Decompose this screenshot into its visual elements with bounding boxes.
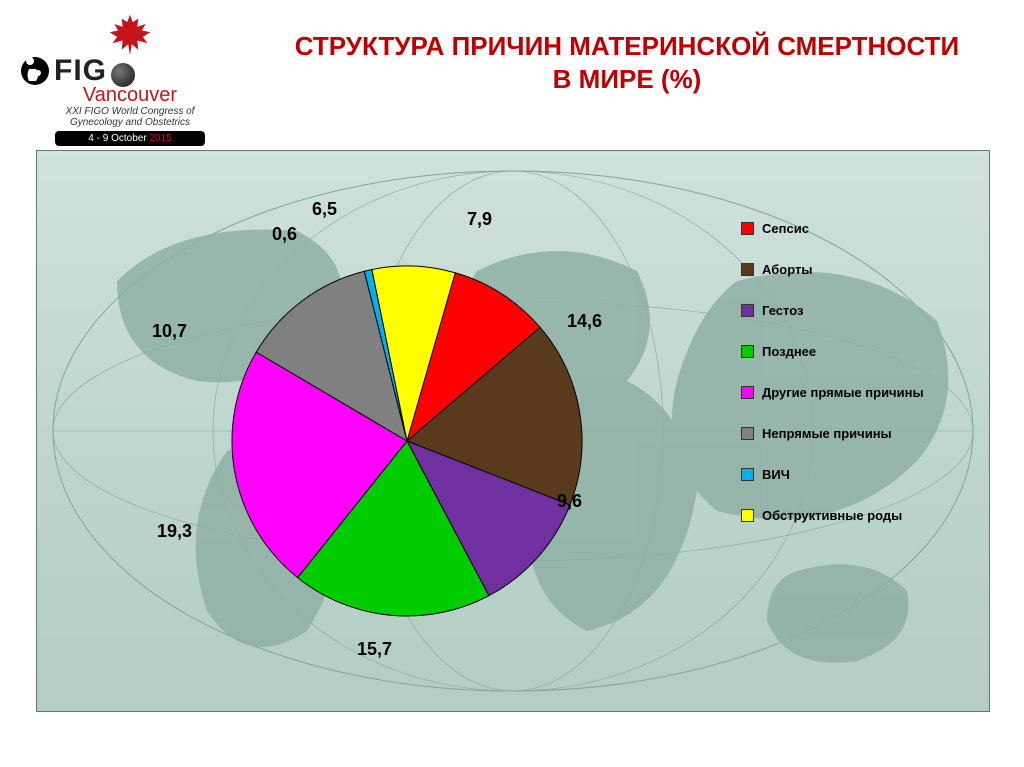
figo-word: FIG: [54, 54, 107, 88]
legend-swatch-gestosis: [741, 304, 754, 317]
legend-swatch-obstructive: [741, 509, 754, 522]
title-line1: СТРУКТУРА ПРИЧИН МАТЕРИНСКОЙ СМЕРТНОСТИ: [295, 31, 959, 61]
legend: Сепсис Аборты Гестоз Позднее Другие прямые п…: [741, 221, 961, 549]
legend-label-gestosis: Гестоз: [762, 303, 803, 318]
pie-label-other_direct: 19,3: [157, 521, 192, 542]
pie-label-hiv: 0,6: [272, 224, 297, 245]
legend-label-late: Позднее: [762, 344, 816, 359]
legend-swatch-abortions: [741, 263, 754, 276]
legend-swatch-other_direct: [741, 386, 754, 399]
pie-svg: [217, 251, 597, 631]
legend-item-indirect: Непрямые причины: [741, 426, 961, 441]
legend-label-abortions: Аборты: [762, 262, 812, 277]
legend-item-obstructive: Обструктивные роды: [741, 508, 961, 523]
legend-item-gestosis: Гестоз: [741, 303, 961, 318]
legend-label-obstructive: Обструктивные роды: [762, 508, 902, 523]
logo-sub1: XXI FIGO World Congress of: [20, 107, 240, 118]
date-prefix: 4 - 9 October: [88, 133, 149, 144]
pie-label-abortions: 14,6: [567, 311, 602, 332]
legend-label-indirect: Непрямые причины: [762, 426, 892, 441]
mother-child-icon: [20, 56, 50, 86]
maple-leaf-icon: [107, 12, 153, 58]
title-line2: В МИРЕ (%): [553, 64, 702, 94]
logo-date-badge: 4 - 9 October 2015: [55, 131, 205, 146]
legend-swatch-late: [741, 345, 754, 358]
pie-label-gestosis: 9,6: [557, 491, 582, 512]
legend-item-sepsis: Сепсис: [741, 221, 961, 236]
figo-logo: FIG Vancouver XXI FIGO World Congress of…: [20, 12, 240, 146]
pie-label-late: 15,7: [357, 639, 392, 660]
chart-panel: 7,9 14,6 9,6 15,7 19,3 10,7 0,6 6,5 Сепсис Аборт…: [36, 150, 990, 712]
legend-item-other_direct: Другие прямые причины: [741, 385, 961, 400]
legend-label-other_direct: Другие прямые причины: [762, 385, 924, 400]
legend-swatch-sepsis: [741, 222, 754, 235]
pie-chart: 7,9 14,6 9,6 15,7 19,3 10,7 0,6 6,5: [97, 191, 707, 691]
legend-swatch-hiv: [741, 468, 754, 481]
globe-ball-icon: [111, 63, 135, 87]
legend-item-abortions: Аборты: [741, 262, 961, 277]
pie-label-obstructive: 6,5: [312, 199, 337, 220]
legend-label-sepsis: Сепсис: [762, 221, 809, 236]
logo-city: Vancouver: [20, 84, 240, 107]
legend-label-hiv: ВИЧ: [762, 467, 790, 482]
legend-item-hiv: ВИЧ: [741, 467, 961, 482]
page-root: FIG Vancouver XXI FIGO World Congress of…: [0, 0, 1024, 767]
legend-swatch-indirect: [741, 427, 754, 440]
logo-sub2: Gynecology and Obstetrics: [20, 118, 240, 129]
legend-item-late: Позднее: [741, 344, 961, 359]
date-year: 2015: [149, 133, 171, 144]
slide-title: СТРУКТУРА ПРИЧИН МАТЕРИНСКОЙ СМЕРТНОСТИ …: [260, 30, 994, 95]
pie-label-indirect: 10,7: [152, 321, 187, 342]
pie-label-sepsis: 7,9: [467, 209, 492, 230]
